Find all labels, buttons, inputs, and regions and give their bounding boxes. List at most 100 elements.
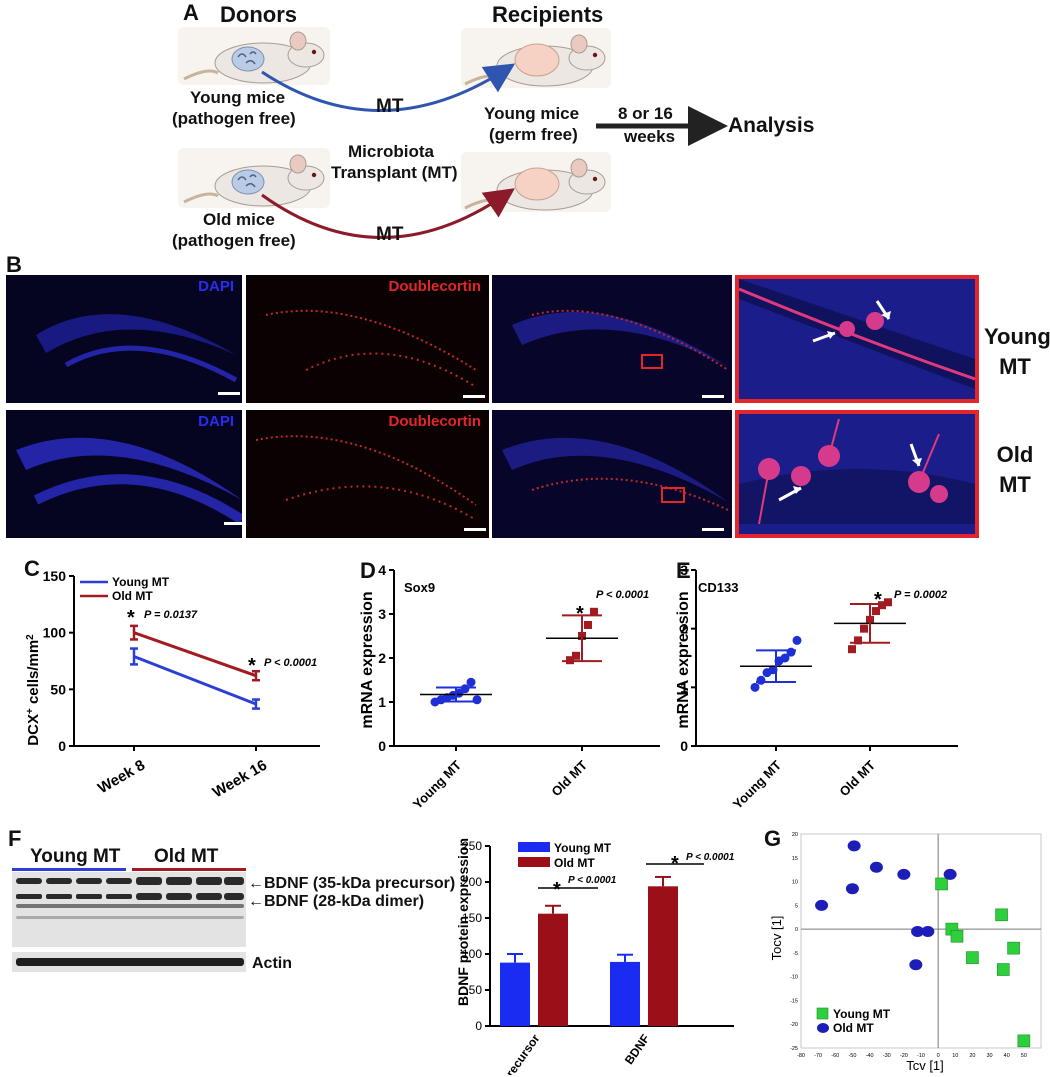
g-y-tick-label: -25 [790,1046,798,1052]
band2-bold: 28-kDa dimer [318,893,419,910]
c-legend-old: Old MT [112,589,153,603]
e-point [780,653,790,663]
transplant-label-1: Microbiota [348,142,434,161]
d-x-tick-label: Young MT [410,757,464,810]
panel-letter-c: C [24,556,40,581]
young-donor-label-2: (pathogen free) [172,109,296,128]
weeks-label-2: weeks [624,127,676,146]
f-y-tick-label: 150 [462,911,482,925]
c-series-line [133,631,257,678]
band2-suffix: ) [418,893,425,910]
young-recipient-mouse [461,28,611,88]
g-y-tick-label: 10 [792,880,798,886]
micrograph-dapi-old: DAPI [6,410,242,538]
g-point-old [921,925,935,937]
recipient-label-2: (germ free) [489,125,578,144]
g-point-old [909,959,923,971]
g-point-old [845,883,859,895]
g-point-old [897,868,911,880]
g-legend-old: Old MT [833,1021,874,1035]
g-x-tick-label: 30 [987,1053,993,1059]
blot-group-young: Young MT [30,846,121,867]
mouse-illustration [183,154,325,207]
g-point-young [1017,1034,1031,1048]
mouse-illustration [183,31,325,84]
g-legend: Young MT Old MT [816,1007,891,1035]
e-y-tick-label: 0 [680,738,688,754]
chart-e-cd133: 0 1 2 3 Young MT Old MT CD133 mRNA expression… [675,562,958,810]
g-point-young [995,908,1008,922]
d-point [584,621,592,629]
panel-letter-g: G [764,826,782,851]
young-mt-row-label-2: MT [999,354,1031,379]
e-point [878,601,886,610]
panel-letter-e: E [676,558,691,583]
c-ylabel: DCX+ cells/mm2 [25,634,43,746]
band-label-actin: Actin [252,955,292,972]
c-x-tick-label: Week 8 [95,757,148,797]
g-point-old [847,840,861,852]
c-y-tick-label: 50 [50,681,66,697]
g-plot-frame [800,833,1042,1049]
d-x-tick-label: Old MT [548,757,590,799]
e-point [792,635,802,645]
dentate-gyrus-dapi [36,314,238,383]
micrograph-merge-old [492,410,732,538]
g-y-tick-label: 20 [792,832,798,838]
d-y-tick-label: 1 [378,694,386,710]
band-label-dimer: ←BDNF (28-kDa dimer) [248,893,424,911]
blot-group-old: Old MT [154,846,219,867]
g-x-tick-label: -70 [814,1053,822,1059]
chart-f-bdnf-bars: 0 50 100 150 200 250 BDNF precursor BDNF BDNF p… [455,838,735,1075]
c-sig-star-1: * [127,607,135,629]
e-ylabel: mRNA expression [675,591,692,728]
micrograph-dcx-old: Doublecortin [246,410,489,538]
f-y-tick-label: 250 [462,839,482,853]
g-point-young [950,929,964,943]
zoom-inset-old [735,410,979,538]
c-y-tick-label: 100 [43,625,67,641]
scale-bar [218,392,240,395]
chart-d-sox9: 0 1 2 3 4 Young MT Old MT Sox9 mRNA expression… [359,562,660,810]
blot-bands [16,877,244,919]
e-y-tick-label: 3 [680,562,688,578]
micrograph-dcx-young: Doublecortin [246,275,489,403]
donors-heading: Donors [220,2,297,27]
d-title: Sox9 [404,580,435,595]
e-point [860,624,868,633]
g-x-tick-label: -20 [900,1053,908,1059]
c-legend-young: Young MT [112,575,170,589]
dentate-gyrus-merge [512,309,729,371]
g-x-tick-label: -80 [797,1053,805,1059]
g-point-old [869,861,883,873]
scale-bar [702,528,724,531]
e-y-tick-label: 1 [680,679,688,695]
doublecortin-label: Doublecortin [388,413,482,430]
g-x-tick-label: -50 [848,1053,856,1059]
dapi-label: DAPI [198,278,234,295]
c-sig-star-2: * [248,655,256,677]
chart-g-opls-scatter: -80 -70 -60 -50 -40 -30 -20 -10 0 10 20 30 40 5020151… [769,832,1042,1073]
d-ylabel: mRNA expression [359,591,376,728]
scale-bar [463,395,485,398]
mouse-illustration [464,34,606,87]
f-y-tick-label: 100 [462,947,482,961]
doublecortin-label: Doublecortin [388,278,482,295]
d-y-tick-label: 0 [378,738,386,754]
western-blot-bdnf [12,872,246,947]
f-annotation-2: P < 0.0001 [686,852,735,863]
g-point-old [911,925,925,937]
d-y-tick-label: 4 [378,562,386,578]
young-donor-mouse [178,27,330,85]
e-point [848,645,856,654]
g-x-tick-label: 40 [1004,1053,1010,1059]
d-sig-star: * [576,603,584,625]
e-point [854,636,862,645]
young-donor-label-1: Young mice [190,88,286,107]
g-y-tick-label: 5 [795,903,798,909]
micrograph-merge-young [492,275,732,403]
f-sig-star-2: * [671,853,679,875]
f-bar [610,961,640,1026]
recipient-label-1: Young mice [484,104,580,123]
dentate-gyrus-dcx [255,435,477,521]
